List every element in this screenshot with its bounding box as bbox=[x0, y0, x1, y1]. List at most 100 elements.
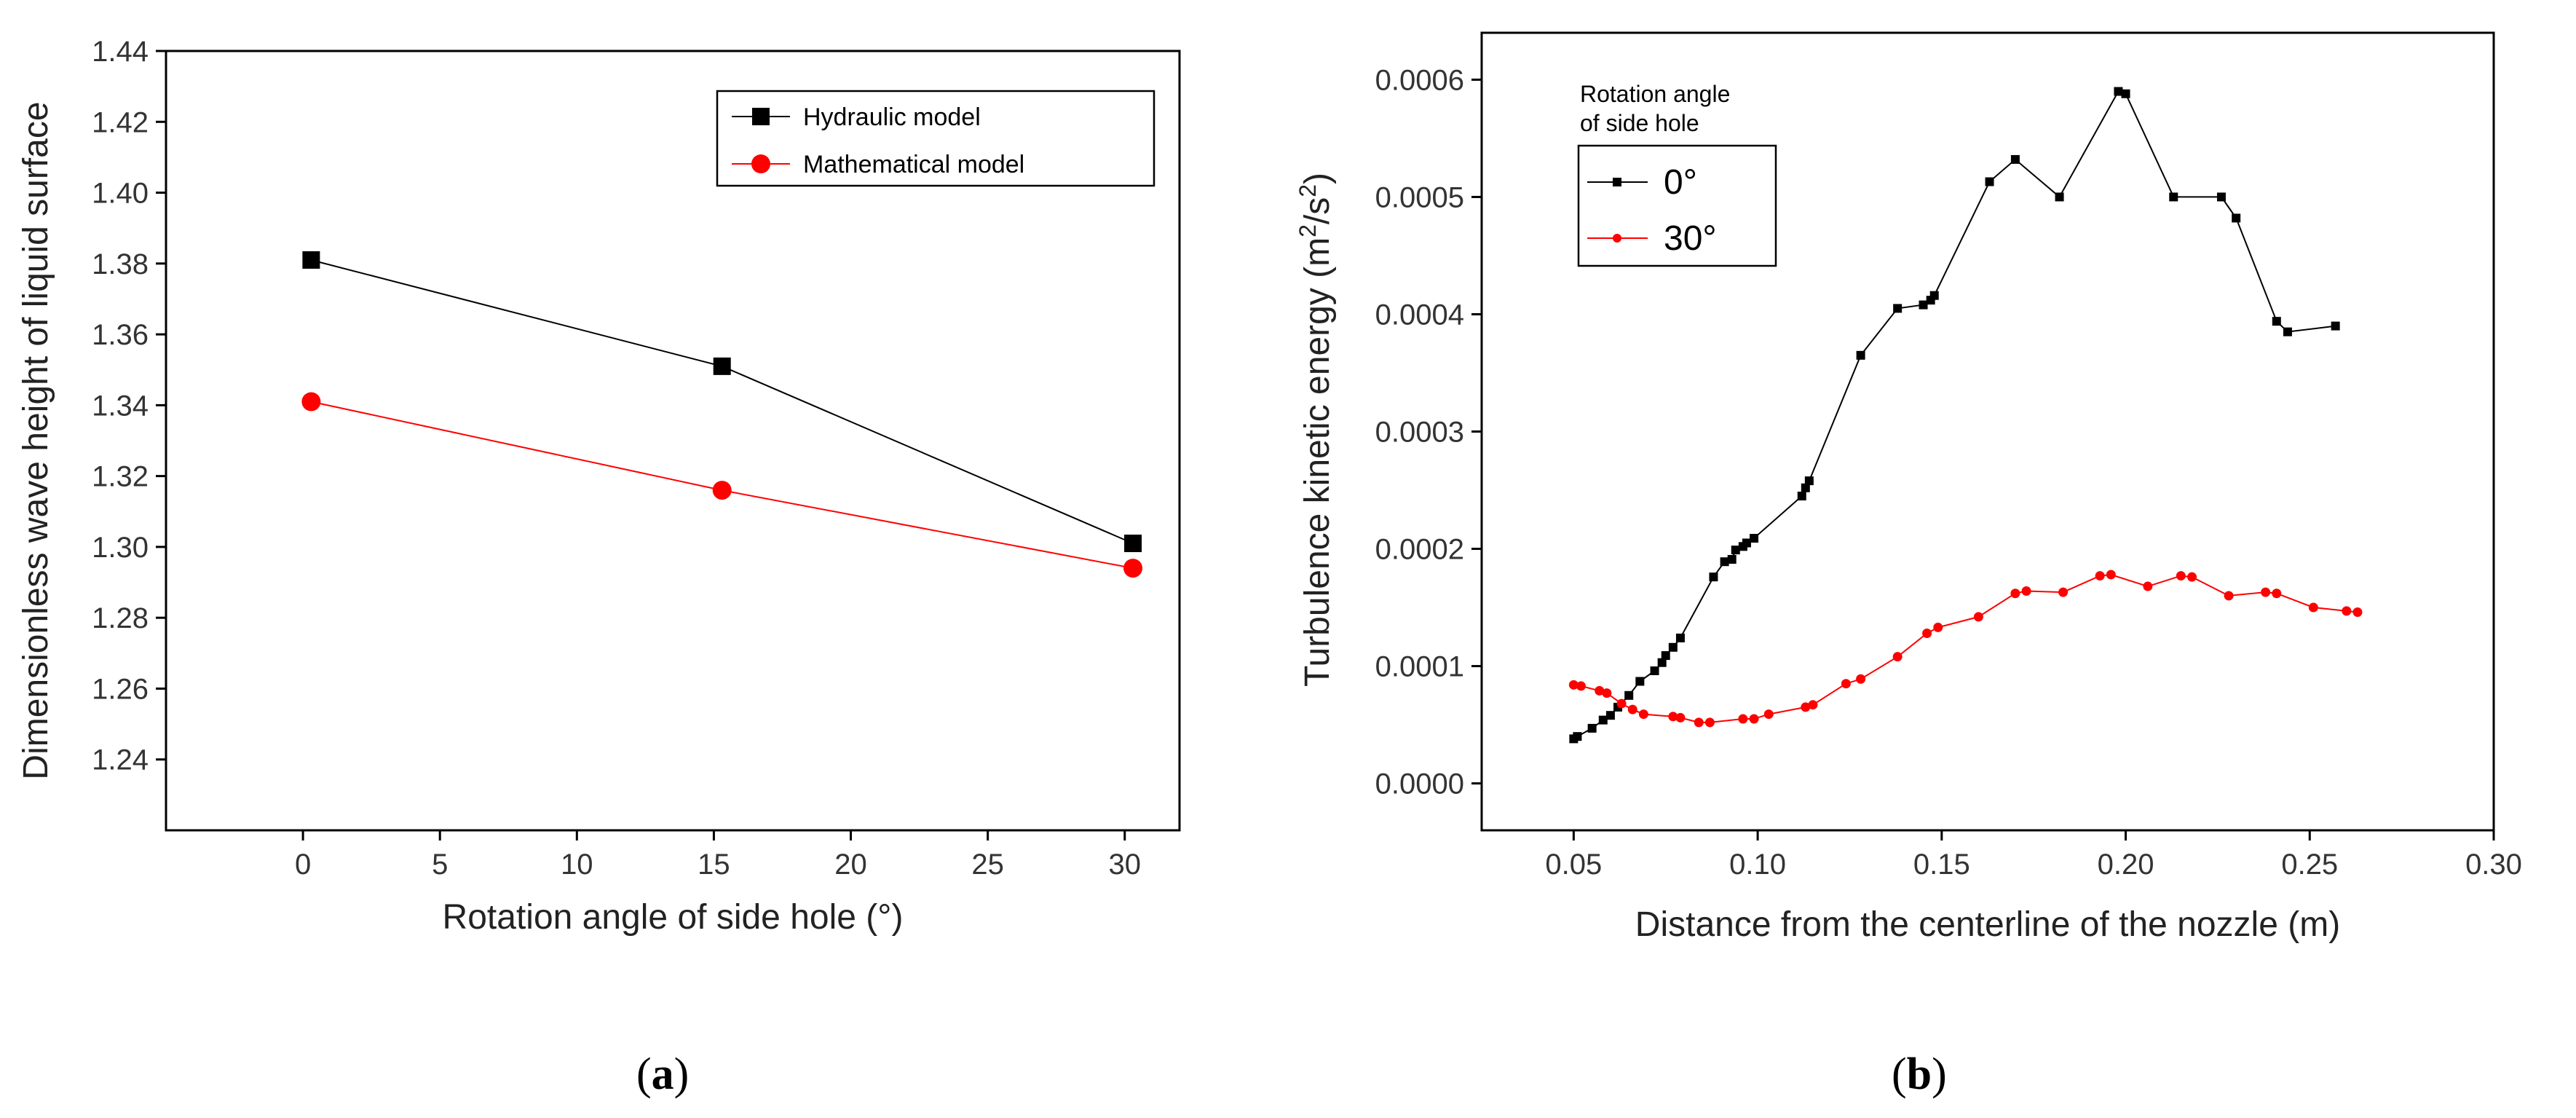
panel-a-chart: 0 5 10 15 20 25 30 1.24 1.26 1.28 1.30 1.32 1.34 1.36… bbox=[17, 36, 1181, 1099]
y-tick-label: 0.0006 bbox=[1375, 64, 1464, 96]
data-point-square bbox=[1801, 483, 1810, 492]
x-tick-label: 15 bbox=[698, 849, 730, 881]
data-point-circle bbox=[2352, 607, 2363, 617]
data-point-square bbox=[2272, 317, 2281, 326]
y-tick-label: 1.44 bbox=[92, 36, 149, 68]
data-point-circle bbox=[2308, 602, 2318, 613]
data-point-circle bbox=[712, 481, 732, 500]
data-point-square bbox=[1675, 633, 1685, 642]
data-point-circle bbox=[1856, 674, 1866, 684]
data-point-circle bbox=[1576, 681, 1586, 691]
data-point-square bbox=[1573, 732, 1582, 741]
data-point-square bbox=[2010, 154, 2020, 164]
y-tick-label: 0.0003 bbox=[1375, 417, 1464, 449]
y-tick-label: 1.42 bbox=[92, 106, 149, 138]
panel-b-legend-title-line1: Rotation angle bbox=[1580, 81, 1730, 107]
data-point-circle bbox=[2058, 587, 2069, 597]
data-point-square bbox=[2232, 213, 2241, 223]
data-point-circle bbox=[1638, 709, 1648, 720]
data-point-square bbox=[1709, 572, 1718, 582]
x-tick-label: 30 bbox=[1109, 849, 1142, 881]
legend-swatch-mathematical-marker bbox=[751, 154, 770, 173]
data-point-circle bbox=[1808, 700, 1818, 710]
data-point-circle bbox=[2224, 591, 2234, 601]
data-point-square bbox=[1985, 177, 1994, 186]
panel-a-series bbox=[301, 251, 1143, 578]
data-point-square bbox=[1657, 658, 1667, 667]
x-tick-label: 20 bbox=[834, 849, 867, 881]
data-point-circle bbox=[1973, 612, 1983, 622]
y-tick-label: 1.34 bbox=[92, 390, 149, 422]
data-point-square bbox=[713, 357, 731, 375]
data-point-circle bbox=[1763, 709, 1774, 720]
y-tick-label: 0.0005 bbox=[1375, 181, 1464, 213]
y-tick-label: 1.32 bbox=[92, 461, 149, 493]
data-point-circle bbox=[1595, 685, 1605, 696]
panel-b-label: (b) bbox=[1892, 1050, 1947, 1099]
data-point-square bbox=[1731, 546, 1740, 555]
data-point-circle bbox=[2187, 572, 2197, 582]
y-tick-label: 1.38 bbox=[92, 248, 149, 280]
panel-b-legend-box bbox=[1577, 144, 1777, 267]
data-point-square bbox=[1124, 535, 1142, 553]
data-point-circle bbox=[2021, 586, 2031, 596]
data-point-circle bbox=[2261, 587, 2271, 597]
legend-label-30deg: 30° bbox=[1664, 219, 1717, 258]
data-point-square bbox=[2114, 87, 2123, 96]
panel-a-plot-frame bbox=[165, 50, 1181, 832]
data-point-circle bbox=[1568, 680, 1579, 690]
data-point-square bbox=[1661, 651, 1670, 661]
data-point-square bbox=[2121, 89, 2130, 98]
data-point-circle bbox=[1922, 628, 1932, 638]
y-tick-label: 1.26 bbox=[92, 673, 149, 705]
data-point-square bbox=[1668, 642, 1678, 652]
panel-b-ylabel: Turbulence kinetic energy (m2/s2) bbox=[1295, 173, 1337, 687]
legend-label-mathematical: Mathematical model bbox=[803, 151, 1024, 178]
data-point-circle bbox=[2106, 570, 2116, 580]
x-tick-label: 0.15 bbox=[1913, 849, 1970, 881]
data-point-square bbox=[1624, 690, 1634, 700]
data-point-circle bbox=[1738, 714, 1748, 724]
data-point-circle bbox=[2342, 606, 2352, 616]
data-point-circle bbox=[1616, 698, 1627, 709]
data-point-circle bbox=[1841, 679, 1851, 689]
data-point-square bbox=[2169, 192, 2178, 202]
data-point-square bbox=[1587, 723, 1597, 733]
y-tick-label: 0.0001 bbox=[1375, 651, 1464, 683]
y-tick-label: 1.40 bbox=[92, 178, 149, 210]
y-tick-label: 1.24 bbox=[92, 744, 149, 776]
data-point-square bbox=[2216, 192, 2226, 202]
y-tick-label: 1.28 bbox=[92, 602, 149, 634]
data-point-square bbox=[1856, 350, 1865, 360]
y-tick-label: 0.0002 bbox=[1375, 534, 1464, 566]
data-point-circle bbox=[301, 392, 321, 412]
panel-b-ticks: 0.05 0.10 0.15 0.20 0.25 0.30 0.0000 0.0001 0.00… bbox=[1375, 64, 2522, 881]
data-point-square bbox=[1650, 666, 1659, 675]
legend-swatch-0deg-marker bbox=[1613, 178, 1621, 186]
data-point-square bbox=[1635, 677, 1645, 686]
legend-swatch-hydraulic-marker bbox=[752, 108, 770, 125]
data-point-circle bbox=[1668, 712, 1678, 722]
series-line-0 bbox=[311, 259, 1134, 544]
x-tick-label: 10 bbox=[561, 849, 593, 881]
data-point-circle bbox=[1627, 704, 1637, 715]
data-point-circle bbox=[1892, 652, 1903, 662]
data-point-circle bbox=[1123, 559, 1143, 578]
data-point-square bbox=[302, 251, 320, 269]
panel-b-series bbox=[1568, 87, 2363, 744]
panel-a-label: (a) bbox=[636, 1050, 689, 1099]
data-point-square bbox=[1797, 492, 1806, 501]
data-point-square bbox=[1598, 715, 1608, 725]
x-tick-label: 0.25 bbox=[2281, 849, 2338, 881]
y-tick-label: 0.0004 bbox=[1375, 299, 1464, 331]
data-point-circle bbox=[1749, 714, 1759, 724]
panel-a-ticks: 0 5 10 15 20 25 30 1.24 1.26 1.28 1.30 1.32 1.34 1.36… bbox=[92, 36, 1141, 881]
x-tick-label: 0.30 bbox=[2465, 849, 2522, 881]
panel-b-xlabel: Distance from the centerline of the nozz… bbox=[1635, 905, 2340, 944]
data-point-square bbox=[1720, 557, 1729, 567]
data-point-circle bbox=[2143, 581, 2153, 591]
x-tick-label: 5 bbox=[432, 849, 448, 881]
data-point-square bbox=[1919, 300, 1928, 310]
panel-b-chart: 0.05 0.10 0.15 0.20 0.25 0.30 0.0000 0.0001 0.00… bbox=[1295, 31, 2522, 1099]
data-point-circle bbox=[1602, 688, 1612, 698]
